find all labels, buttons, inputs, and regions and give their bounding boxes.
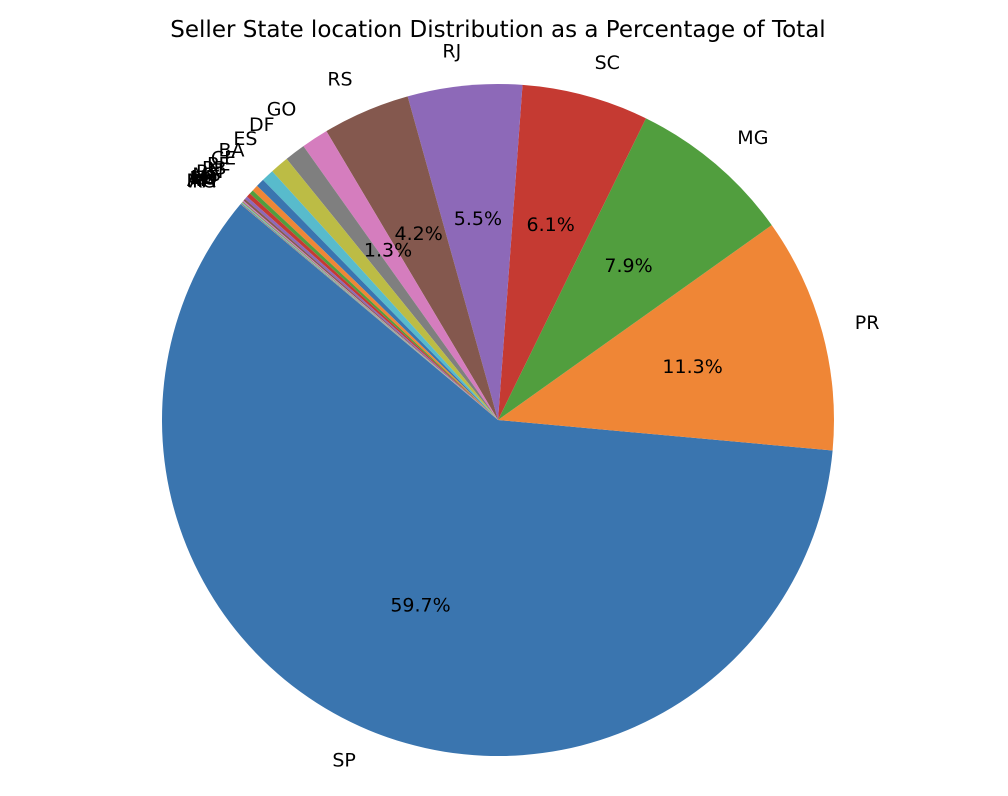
pie-percent-mg: 7.9% <box>604 255 652 277</box>
pie-slice-es <box>272 158 498 420</box>
pie-slice-ce <box>257 179 498 420</box>
pie-slices <box>161 84 834 757</box>
pie-slice-pa <box>240 203 498 420</box>
pie-label-pb: PB <box>202 158 227 180</box>
pie-label-ms: MS <box>192 164 220 186</box>
pie-label-ba: BA <box>218 140 244 162</box>
pie-label-pa: PA <box>192 170 215 192</box>
pie-slice-ro <box>242 200 498 420</box>
pie-label-pr: PR <box>855 312 880 334</box>
pie-label-mg: MG <box>737 127 768 149</box>
pie-label-ma: MA <box>186 170 215 192</box>
pie-label-sp: SP <box>332 750 356 772</box>
pie-slice-go <box>303 131 498 420</box>
pie-label-mt: MT <box>191 166 219 188</box>
pie-label-sc: SC <box>595 52 620 74</box>
pie-slice-am <box>241 202 498 420</box>
pie-label-pe: PE <box>207 154 230 176</box>
pie-slice-mt <box>243 199 498 420</box>
pie-percent-rj: 5.5% <box>454 208 502 230</box>
pie-slice-sp <box>161 204 833 757</box>
pie-label-es: ES <box>233 128 257 150</box>
chart-title: Seller State location Distribution as a … <box>170 17 825 43</box>
pie-labels: SP PR MG SC RJ RS GODFESBACEPEPBRNMSMTROPIAMMA… <box>186 41 879 772</box>
pie-slice-pe <box>252 185 498 420</box>
pie-label-ro: RO <box>189 168 217 190</box>
pie-percent-sp: 59.7% <box>390 595 450 617</box>
pie-slice-df <box>286 146 498 420</box>
pie-slice-ma <box>241 202 499 420</box>
pie-percent-sc: 6.1% <box>527 214 575 236</box>
pie-slice-ac <box>240 203 499 420</box>
pie-slice-rj <box>407 84 523 420</box>
pie-slice-rn <box>246 193 498 420</box>
pie-slice-pi <box>242 201 498 420</box>
pie-slice-ba <box>262 171 498 420</box>
pie-slice-ms <box>244 196 498 420</box>
pie-percent-rs: 4.2% <box>395 223 443 245</box>
pie-label-go: GO <box>267 99 297 121</box>
pie-label-rn: RN <box>196 161 223 183</box>
pie-slice-mg <box>498 118 772 420</box>
pie-label-am: AM <box>187 169 216 191</box>
pie-label-df: DF <box>249 114 275 136</box>
pie-label-rs: RS <box>327 69 352 91</box>
pie-percent-pr: 11.3% <box>662 356 722 378</box>
pie-label-ce: CE <box>211 148 236 170</box>
pie-slice-sc <box>498 84 646 421</box>
pie-label-pi: PI <box>200 169 217 191</box>
pie-label-rj: RJ <box>442 41 461 63</box>
pie-percent-labels: 59.7% 11.3% 7.9% 6.1% 5.5% 4.2%1.3% <box>364 208 723 617</box>
pie-percent-go: 1.3% <box>364 240 412 262</box>
pie-slice-pr <box>498 225 834 451</box>
pie-label-ac: AC <box>189 171 215 193</box>
pie-slice-rs <box>326 96 498 420</box>
pie-slice-pb <box>249 190 498 420</box>
